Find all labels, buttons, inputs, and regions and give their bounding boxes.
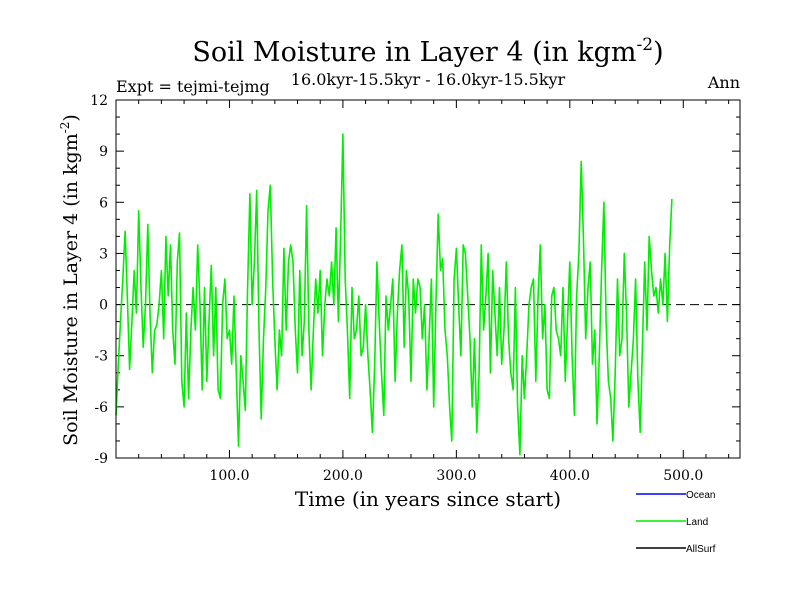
x-tick-label: 300.0	[436, 468, 476, 484]
chart-subtitle: 16.0kyr-15.5kyr - 16.0kyr-15.5kyr	[291, 70, 566, 89]
chart-title: Soil Moisture in Layer 4 (in kgm-2)	[192, 35, 663, 68]
series-layer	[115, 133, 673, 456]
season-label: Ann	[707, 73, 740, 92]
y-axis-label: Soil Moisture in Layer 4 (in kgm-2)	[58, 114, 82, 446]
y-tick-label: 6	[99, 195, 108, 211]
y-tick-label: 9	[99, 144, 108, 160]
y-tick-label: 0	[99, 298, 108, 314]
y-tick-label: -6	[94, 400, 108, 416]
y-tick-label: 3	[99, 246, 108, 262]
experiment-label: Expt = tejmi-tejmg	[116, 77, 270, 96]
legend: Ocean Land AllSurf	[636, 490, 716, 555]
y-tick-label: 12	[90, 93, 108, 109]
y-tick-label: -9	[94, 451, 108, 467]
x-tick-label: 100.0	[209, 468, 249, 484]
plot-frame	[115, 99, 741, 459]
x-tick-label: 400.0	[550, 468, 590, 484]
y-tick-label: -3	[94, 349, 108, 365]
x-tick-label: 200.0	[323, 468, 363, 484]
legend-label-allsurf: AllSurf	[686, 544, 716, 555]
legend-label-land: Land	[686, 517, 708, 528]
legend-label-ocean: Ocean	[686, 490, 715, 501]
axes-layer: -9 -6 -3 0 3 6 9 12 100.0 200.0 300.0 400.0 500.0	[90, 93, 740, 484]
x-tick-label: 500.0	[663, 468, 703, 484]
series-line-land	[115, 133, 673, 456]
x-axis-label: Time (in years since start)	[295, 487, 561, 511]
